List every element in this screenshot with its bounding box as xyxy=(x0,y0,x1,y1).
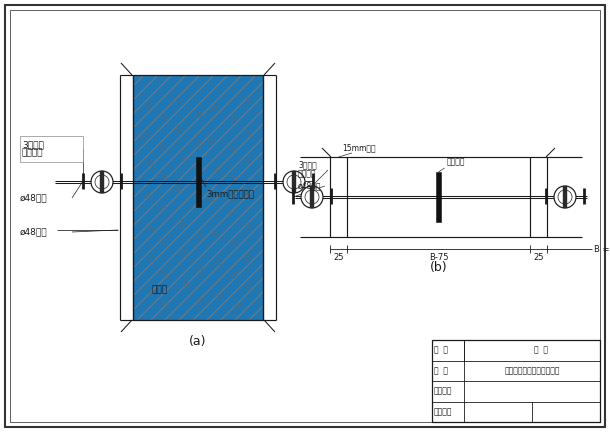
Text: B = 墙厚: B = 墙厚 xyxy=(594,245,610,254)
Circle shape xyxy=(283,171,305,193)
Text: 3mm厚止水钢片: 3mm厚止水钢片 xyxy=(206,190,254,198)
Text: 山型螺母: 山型螺母 xyxy=(298,169,317,178)
Text: 15mm模板: 15mm模板 xyxy=(342,143,376,152)
Bar xyxy=(100,171,104,193)
Text: ø48钢管: ø48钢管 xyxy=(20,228,48,236)
Text: 设  计: 设 计 xyxy=(434,346,448,355)
Text: 图  号: 图 号 xyxy=(534,346,548,355)
Bar xyxy=(436,172,441,222)
Text: 止水钢片: 止水钢片 xyxy=(447,158,465,166)
Text: 山型螺母: 山型螺母 xyxy=(22,149,43,158)
Text: 25: 25 xyxy=(333,252,344,261)
Circle shape xyxy=(301,186,323,208)
Bar xyxy=(310,186,314,208)
Text: B-75: B-75 xyxy=(429,252,448,261)
Bar xyxy=(195,157,201,207)
Text: 项目名称: 项目名称 xyxy=(434,387,453,396)
Text: 3型构件: 3型构件 xyxy=(298,161,317,169)
Text: (a): (a) xyxy=(189,336,207,349)
Text: 3型构件: 3型构件 xyxy=(22,140,44,149)
Text: (b): (b) xyxy=(429,260,447,273)
Bar xyxy=(133,75,263,320)
Text: ø48钢管: ø48钢管 xyxy=(298,181,321,191)
Text: 图  名: 图 名 xyxy=(434,366,448,375)
Text: 木模板: 木模板 xyxy=(151,286,167,295)
Circle shape xyxy=(554,186,576,208)
Bar xyxy=(20,136,83,162)
Bar xyxy=(563,186,567,208)
Circle shape xyxy=(91,171,113,193)
Text: 施工单位: 施工单位 xyxy=(434,407,453,416)
Text: ø48钢管: ø48钢管 xyxy=(20,194,48,203)
Bar xyxy=(292,171,296,193)
Bar xyxy=(133,75,263,320)
Text: 25: 25 xyxy=(533,252,544,261)
Bar xyxy=(133,75,263,320)
Bar xyxy=(432,340,600,422)
Text: 地下室外墙止水螺杆大样图: 地下室外墙止水螺杆大样图 xyxy=(504,366,560,375)
